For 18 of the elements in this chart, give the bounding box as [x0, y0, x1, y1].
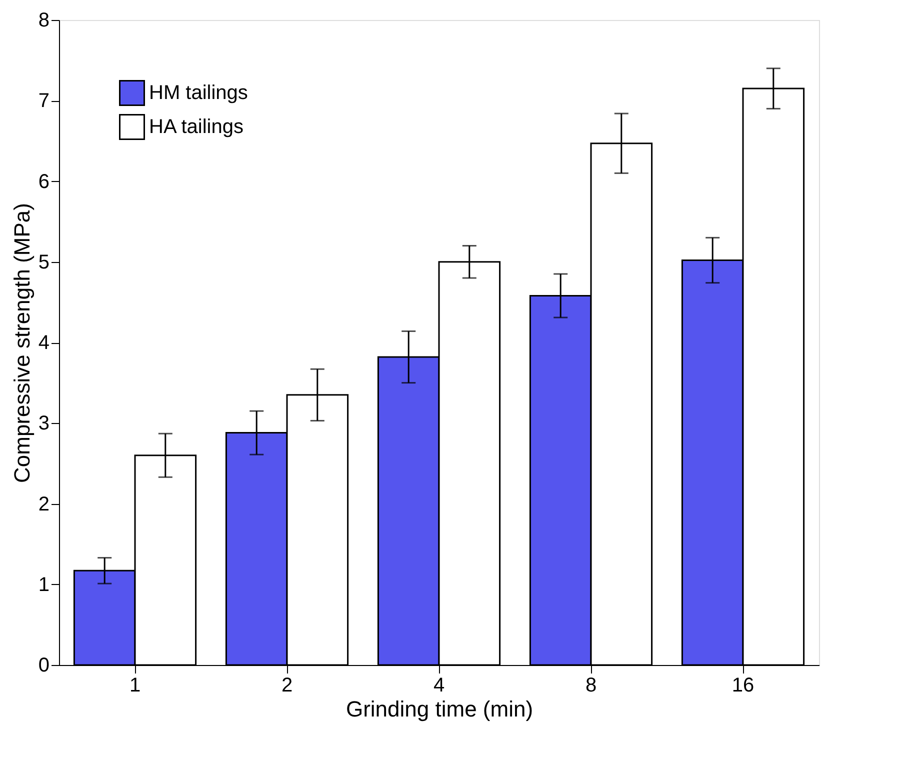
x-tick-label: 16: [732, 674, 754, 696]
y-tick-label: 7: [38, 90, 50, 112]
y-axis-title: Compressive strength (MPa): [9, 203, 34, 483]
x-tick-label: 2: [281, 674, 293, 696]
x-tick-label: 4: [433, 674, 445, 696]
y-tick-label: 2: [38, 493, 50, 516]
legend-label: HM tailings: [149, 82, 248, 104]
y-tick-label: 3: [38, 412, 50, 435]
y-tick-label: 6: [38, 170, 50, 193]
y-tick-label: 8: [38, 10, 50, 32]
legend-label: HA tailings: [149, 116, 244, 138]
y-tick-label: 4: [38, 332, 50, 354]
x-axis-title: Grinding time (min): [346, 696, 534, 722]
y-tick-label: 0: [38, 654, 50, 676]
x-tick-label: 8: [585, 674, 597, 696]
y-tick-label: 1: [38, 574, 50, 596]
y-tick-label: 5: [38, 251, 50, 274]
x-tick-label: 1: [129, 674, 141, 696]
